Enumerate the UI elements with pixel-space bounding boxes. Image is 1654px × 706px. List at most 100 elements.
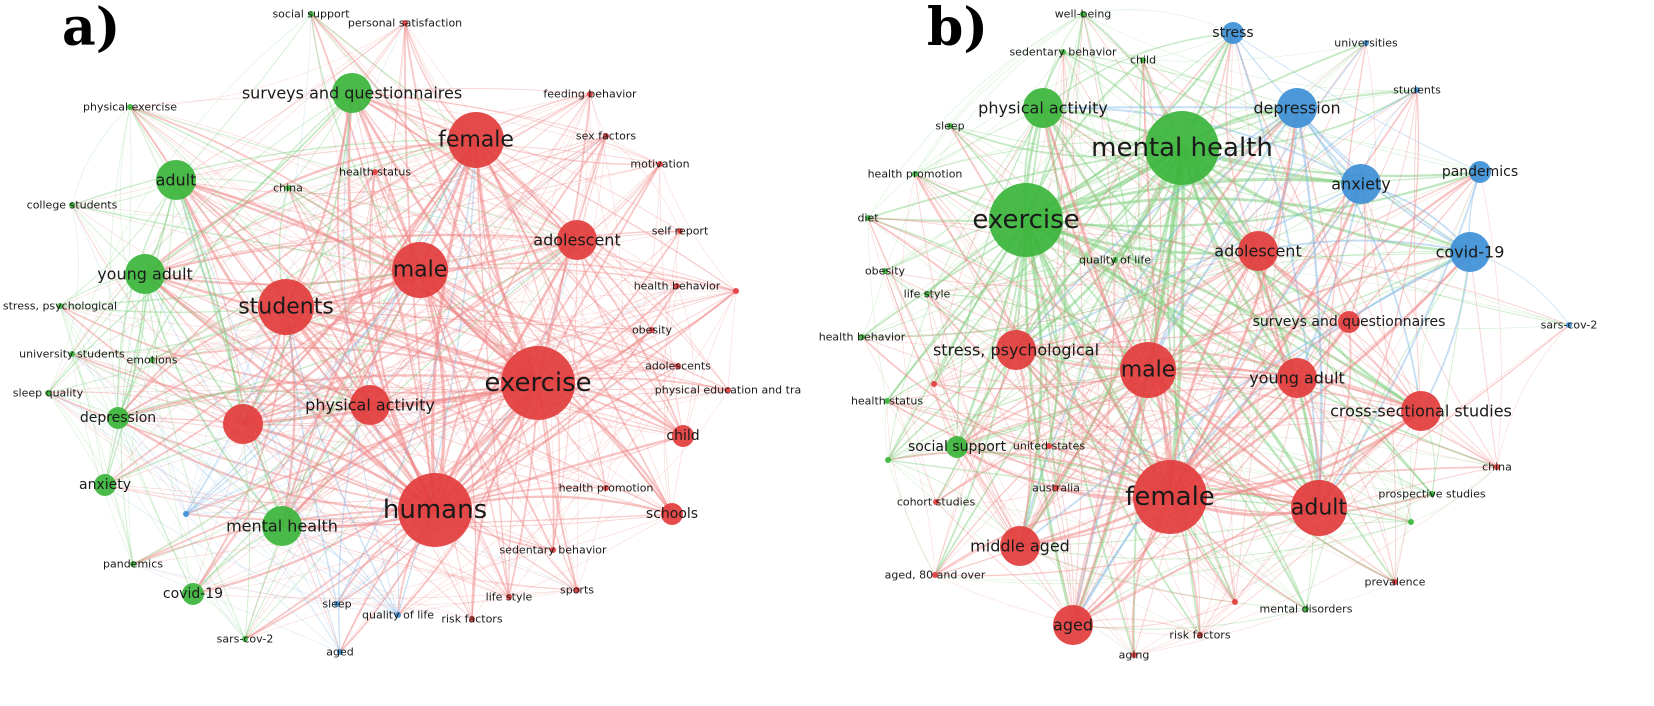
network-edge xyxy=(1114,259,1307,610)
network-edge xyxy=(351,92,473,620)
network-edge xyxy=(1048,445,1236,603)
network-edge xyxy=(1147,89,1418,371)
network-edge xyxy=(926,293,1074,626)
network-edge xyxy=(104,388,729,486)
network-edge xyxy=(185,187,289,515)
network-node xyxy=(557,220,597,260)
network-edge xyxy=(956,438,1433,495)
network-edge xyxy=(104,269,421,486)
network-edge xyxy=(933,107,1298,385)
network-edge xyxy=(671,290,737,515)
nodes-layer xyxy=(45,11,1572,658)
network-edge xyxy=(185,13,312,515)
network-edge xyxy=(151,187,289,361)
node-label: stress xyxy=(1212,25,1253,41)
network-node xyxy=(885,457,891,463)
network-node xyxy=(1363,40,1369,46)
network-node xyxy=(675,363,681,369)
network-edge xyxy=(71,187,289,216)
node-label: adult xyxy=(156,171,197,190)
network-edge xyxy=(1234,107,1298,603)
network-edge xyxy=(935,369,1149,503)
network-edge xyxy=(1114,251,1471,261)
network-edge xyxy=(1082,13,1144,61)
network-edge xyxy=(47,392,134,565)
network-edge xyxy=(1318,89,1420,509)
node-label: child xyxy=(666,428,699,444)
network-edge xyxy=(914,173,1350,323)
network-edge xyxy=(1225,32,1259,252)
network-edge xyxy=(71,106,131,206)
node-label: social support xyxy=(908,439,1007,455)
node-label: stress, psychological xyxy=(3,300,117,313)
network-edge xyxy=(1169,251,1471,499)
network-edge xyxy=(59,305,194,595)
network-edge xyxy=(369,230,681,406)
network-edge xyxy=(144,273,684,437)
network-edge xyxy=(284,92,354,308)
network-edge xyxy=(1042,107,1350,323)
network-edge xyxy=(933,314,1350,385)
network-edge xyxy=(887,369,1149,461)
node-label: quality of life xyxy=(1079,254,1151,267)
network-node xyxy=(859,334,865,340)
network-edge xyxy=(861,89,1418,338)
network-edge xyxy=(117,417,673,515)
node-label: depression xyxy=(1253,99,1340,118)
network-edge xyxy=(956,183,1362,448)
network-edge xyxy=(1318,171,1481,509)
network-edge xyxy=(1042,107,1570,326)
node-label: anxiety xyxy=(79,477,131,493)
labels-layer: humans exercise female students male adolesce… xyxy=(3,8,1597,662)
network-edge xyxy=(1055,59,1145,489)
network-edge xyxy=(175,135,607,194)
network-edge xyxy=(1360,183,1397,583)
network-edge xyxy=(1042,107,1320,509)
network-edge xyxy=(1232,32,1471,253)
network-edge xyxy=(144,273,283,527)
node-label: college students xyxy=(27,199,118,212)
network-edge xyxy=(129,22,406,108)
network-edge xyxy=(1147,369,1307,610)
node-label: aged, 80 and over xyxy=(885,569,986,582)
network-edge xyxy=(576,239,684,437)
network-edge xyxy=(1025,219,1307,610)
network-node xyxy=(262,506,302,546)
network-edge xyxy=(287,187,436,511)
network-edge xyxy=(1257,239,1471,253)
network-edge xyxy=(151,359,341,653)
network-edge xyxy=(886,251,1471,402)
network-node xyxy=(933,499,939,505)
node-label: life style xyxy=(904,288,951,301)
network-edge xyxy=(419,269,477,620)
network-edge xyxy=(1318,42,1367,509)
network-edge xyxy=(508,513,673,598)
network-node xyxy=(1133,460,1207,534)
node-label: feeding behavior xyxy=(543,88,637,101)
network-edge xyxy=(914,173,1201,636)
network-edge xyxy=(1019,171,1481,547)
network-edge xyxy=(242,389,729,427)
network-edge xyxy=(1062,51,1084,626)
network-edge xyxy=(552,487,607,551)
network-edge xyxy=(404,22,539,384)
node-label: social support xyxy=(272,8,350,21)
network-edge xyxy=(861,321,1350,352)
node-label: sleep xyxy=(322,598,351,611)
network-edge xyxy=(175,22,406,181)
network-edge xyxy=(129,106,679,367)
network-edge xyxy=(1133,493,1433,656)
network-edge xyxy=(1072,608,1307,630)
network-edge xyxy=(659,163,684,437)
network-edge xyxy=(1015,349,1320,510)
network-edge xyxy=(285,262,737,308)
network-edge xyxy=(242,381,539,426)
node-label: covid-19 xyxy=(1436,243,1505,262)
network-edge xyxy=(59,305,119,419)
network-edge xyxy=(369,290,737,406)
network-edge xyxy=(185,22,406,515)
network-edge xyxy=(1142,59,1171,498)
network-edge xyxy=(59,269,421,307)
network-edge xyxy=(338,139,477,653)
network-edge xyxy=(192,163,661,595)
